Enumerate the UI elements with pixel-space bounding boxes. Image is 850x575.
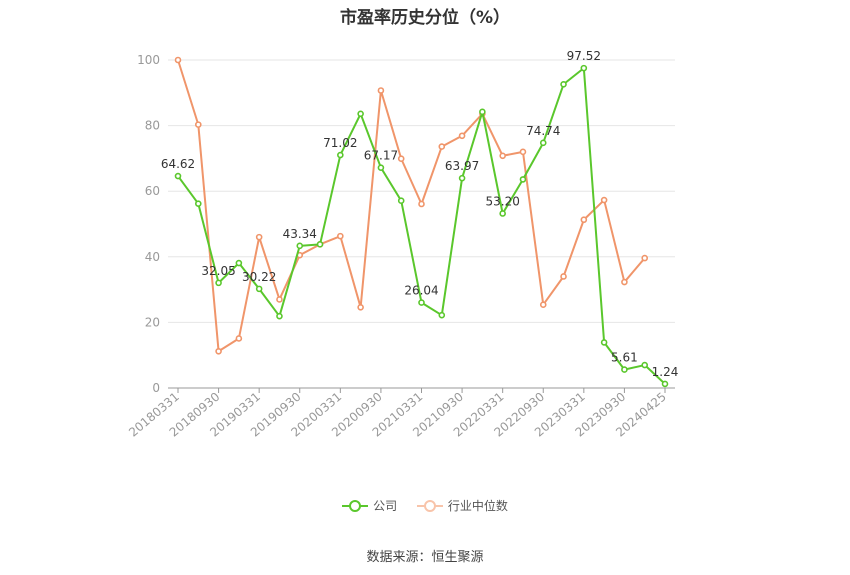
data-point-company	[397, 197, 405, 205]
data-point-company	[519, 176, 527, 183]
data-point-company	[296, 242, 304, 250]
data-label-company: 5.61	[611, 351, 638, 365]
data-point-industry	[377, 87, 385, 94]
data-point-company	[235, 259, 243, 267]
data-point-industry	[499, 152, 506, 160]
data-point-industry	[255, 233, 263, 241]
data-point-company	[621, 366, 628, 373]
data-label-company: 43.34	[283, 227, 317, 241]
data-point-company	[560, 80, 567, 88]
data-point-company	[174, 172, 182, 180]
data-point-industry	[174, 56, 182, 64]
data-point-industry	[357, 304, 364, 311]
data-point-company	[438, 311, 446, 319]
data-point-company	[499, 210, 506, 217]
data-point-company	[215, 279, 222, 287]
data-label-company: 26.04	[404, 284, 438, 298]
legend: 公司 行业中位数	[0, 497, 850, 516]
legend-item-industry[interactable]: 行业中位数	[416, 497, 508, 514]
data-point-company	[357, 110, 364, 118]
data-point-industry	[215, 347, 222, 355]
legend-company-label: 公司	[373, 499, 398, 513]
data-point-industry	[337, 232, 344, 240]
series-line-company	[177, 67, 666, 385]
data-point-company	[418, 299, 425, 306]
data-label-company: 74.74	[526, 124, 560, 138]
chart-title: 市盈率历史分位（%）	[339, 8, 511, 28]
legend-industry-swatch-icon	[416, 499, 443, 513]
data-point-industry	[560, 273, 567, 280]
data-label-company: 64.62	[161, 157, 195, 171]
data-point-industry	[276, 296, 283, 303]
data-point-company	[316, 241, 324, 248]
data-point-company	[255, 285, 263, 293]
y-tick-label: 40	[145, 250, 160, 264]
data-point-company	[539, 139, 547, 147]
data-point-company	[641, 361, 649, 369]
data-point-company	[377, 164, 385, 171]
y-tick-label: 60	[145, 184, 160, 198]
data-label-company: 97.52	[567, 49, 601, 63]
y-tick-label: 80	[145, 119, 160, 133]
data-point-industry	[458, 132, 466, 140]
data-point-company	[479, 108, 486, 116]
data-point-industry	[235, 335, 243, 342]
data-point-industry	[519, 148, 527, 156]
data-source-note: 数据来源：恒生聚源	[366, 550, 484, 565]
legend-industry-label: 行业中位数	[447, 499, 508, 513]
data-point-company	[276, 312, 283, 320]
data-point-industry	[397, 155, 405, 163]
data-point-industry	[641, 254, 649, 262]
data-point-company	[600, 339, 608, 346]
y-tick-label: 100	[137, 53, 160, 67]
data-point-company	[458, 174, 466, 182]
data-point-company	[337, 151, 344, 159]
data-point-industry	[539, 301, 547, 308]
data-label-company: 67.17	[364, 149, 398, 163]
data-label-company: 71.02	[323, 136, 357, 150]
data-label-company: 63.97	[445, 159, 479, 173]
data-label-company: 30.22	[242, 270, 276, 284]
y-tick-label: 20	[145, 315, 160, 329]
data-label-company: 32.05	[201, 264, 235, 278]
data-point-industry	[194, 121, 202, 128]
data-point-company	[661, 380, 669, 388]
data-label-company: 1.24	[652, 365, 679, 379]
data-point-company	[580, 64, 588, 72]
series-line-industry	[177, 59, 646, 353]
y-tick-label: 0	[152, 381, 160, 395]
data-point-industry	[438, 143, 446, 150]
legend-company-swatch-icon	[342, 499, 369, 513]
data-point-industry	[580, 216, 588, 224]
data-label-company: 53.20	[485, 195, 519, 209]
data-point-industry	[600, 196, 608, 204]
data-point-industry	[621, 278, 628, 286]
data-point-company	[194, 200, 202, 207]
legend-item-company[interactable]: 公司	[342, 497, 397, 514]
data-point-industry	[418, 200, 425, 208]
